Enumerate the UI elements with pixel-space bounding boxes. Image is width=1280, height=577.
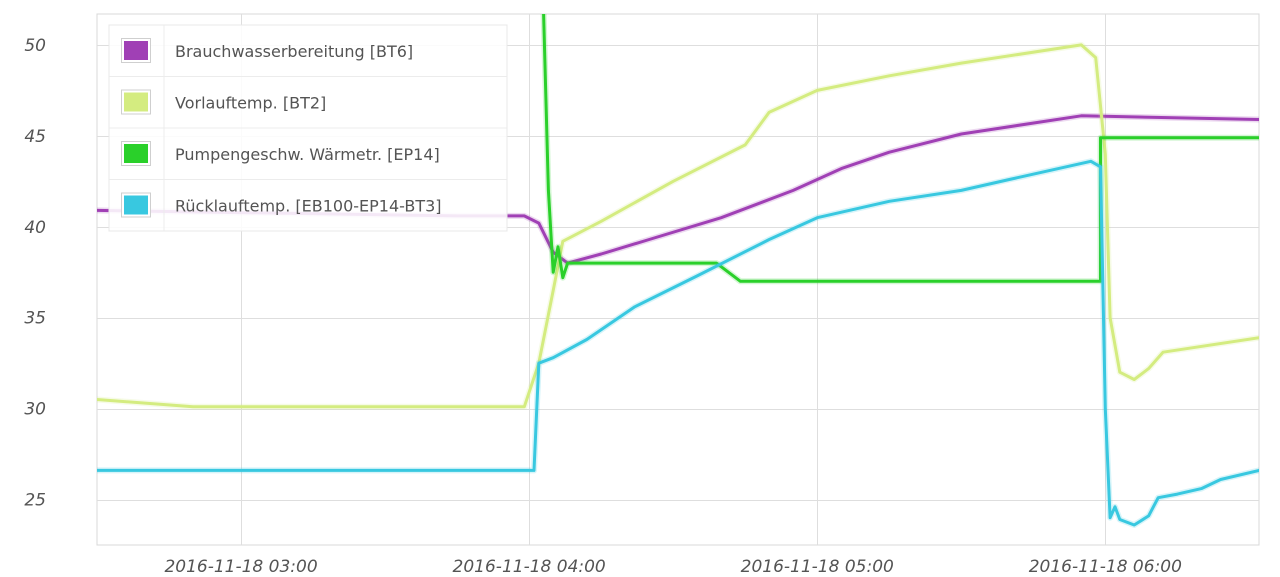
legend-label[interactable]: Pumpengeschw. Wärmetr. [EP14] bbox=[175, 145, 440, 164]
y-tick-label: 40 bbox=[24, 218, 46, 238]
legend-swatch[interactable] bbox=[124, 41, 148, 60]
series-lines bbox=[97, 14, 1259, 528]
y-tick-label: 25 bbox=[24, 491, 46, 511]
series-line-4 bbox=[97, 159, 1259, 527]
series-line-1 bbox=[97, 114, 1259, 265]
y-tick-label: 45 bbox=[24, 127, 46, 147]
legend-swatch[interactable] bbox=[124, 144, 148, 163]
legend[interactable]: Brauchwasserbereitung [BT6] Vorlauftemp. … bbox=[108, 24, 508, 232]
legend-label[interactable]: Brauchwasserbereitung [BT6] bbox=[175, 42, 413, 61]
x-tick-label: 2016-11-18 03:00 bbox=[164, 557, 317, 577]
legend-swatch[interactable] bbox=[124, 195, 148, 215]
plot-frame bbox=[96, 13, 1260, 546]
legend-label[interactable]: Vorlauftemp. [BT2] bbox=[175, 93, 326, 112]
legend-swatch[interactable] bbox=[124, 92, 148, 112]
axes: 25 30 35 40 45 50 2016-11-18 03:00 2016-11-18 0… bbox=[24, 36, 1182, 577]
y-tick-label: 30 bbox=[24, 400, 46, 420]
x-tick-label: 2016-11-18 04:00 bbox=[453, 557, 606, 577]
y-tick-label: 50 bbox=[24, 36, 46, 56]
x-tick-label: 2016-11-18 05:00 bbox=[741, 557, 894, 577]
series-line-2 bbox=[97, 43, 1259, 409]
legend-label[interactable]: Rücklauftemp. [EB100-EP14-BT3] bbox=[175, 196, 442, 215]
x-tick-label: 2016-11-18 06:00 bbox=[1029, 557, 1182, 577]
y-tick-label: 35 bbox=[24, 309, 46, 329]
